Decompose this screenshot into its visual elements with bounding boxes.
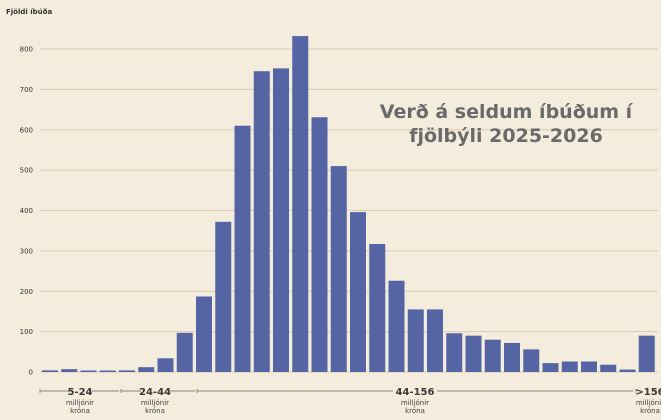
y-tick-label: 500 [20,167,33,175]
group-sublabel: króna [70,407,90,415]
bar [42,370,58,372]
group-label: >156 [635,387,661,398]
bar [600,364,617,372]
group-label: 5-24 [67,387,92,398]
y-tick-label: 600 [20,126,33,134]
group-sublabel: milljónir [66,399,94,407]
bar [330,166,347,372]
y-tick-label: 700 [20,86,33,94]
gridlines [40,48,658,373]
bar [176,332,193,372]
bar [561,361,578,372]
group-sublabel: króna [640,407,660,415]
y-tick-label: 800 [20,46,33,54]
group-sublabel: króna [405,407,425,415]
chart-title-line-1: Verð á seldum íbúðum í [380,101,634,123]
y-tick-label: 400 [20,207,33,215]
bar [61,369,78,372]
bar [196,296,212,372]
y-axis-label: Fjöldi íbúða [6,8,52,16]
bar [234,125,251,373]
bar [638,335,655,372]
bar [484,339,501,372]
group-sublabel: króna [145,407,165,415]
bar [292,36,309,373]
y-tick-label: 300 [20,247,33,255]
group-sublabel: milljónir [636,399,661,407]
bar [523,349,540,372]
x-group-labels: 5-24milljónirkróna24-44milljónirkróna44-… [39,387,661,415]
bar [138,367,155,372]
bars [42,36,655,373]
bar [407,309,424,372]
bar [80,370,97,372]
bar [388,280,405,372]
bar [157,358,174,372]
group-sublabel: milljónir [401,399,429,407]
y-tick-label: 100 [20,328,33,336]
bar [253,71,270,373]
bar [504,342,520,372]
group-sublabel: milljónir [141,399,169,407]
bar [427,309,443,372]
bar [350,212,366,372]
y-tick-label: 0 [29,369,33,377]
bar [369,244,386,372]
bar [99,370,116,372]
chart-title-line-2: fjölbýli 2025-2026 [409,125,603,147]
bar [619,369,636,372]
group-label: 44-156 [396,387,435,398]
bar [465,335,482,372]
bar [446,333,463,372]
bar [311,117,328,372]
bar [542,363,559,372]
y-tick-labels: 0 100 200 300 400 500 600 700 800 [20,46,33,377]
bar [273,68,289,372]
y-tick-label: 200 [20,288,33,296]
bar [215,221,232,372]
bar [119,370,135,372]
bar [581,361,597,372]
group-label: 24-44 [139,387,171,398]
